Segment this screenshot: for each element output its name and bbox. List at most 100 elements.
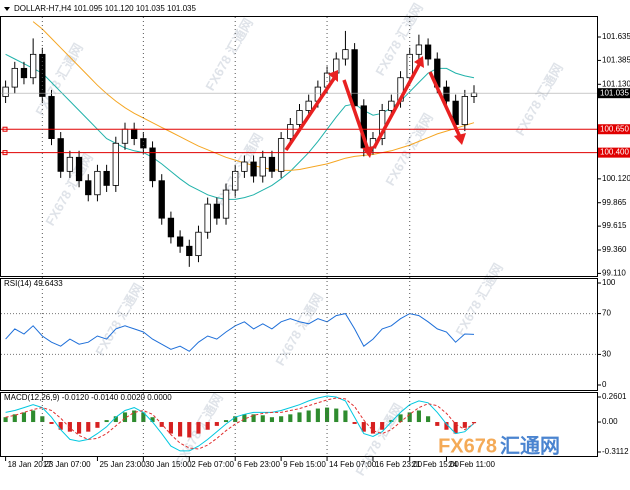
histogram-bar xyxy=(40,416,45,423)
y-tick-label: 30 xyxy=(602,350,611,359)
candle-body xyxy=(443,86,450,102)
histogram-bar xyxy=(242,414,247,423)
candle-body xyxy=(186,245,193,257)
histogram-bar xyxy=(334,408,339,423)
arrow-head xyxy=(328,70,338,82)
histogram-bar xyxy=(288,414,293,423)
candle-body xyxy=(241,161,248,172)
histogram-bar xyxy=(21,412,27,423)
histogram-bar xyxy=(58,422,63,430)
y-tick-label: 0.00 xyxy=(602,417,618,426)
y-tick-label: 0.2601 xyxy=(602,392,627,401)
histogram-bar xyxy=(315,408,320,423)
indicator-line xyxy=(5,313,475,352)
histogram-bar xyxy=(370,422,376,434)
histogram-bar xyxy=(416,410,421,423)
level-label: 100.400 xyxy=(600,148,629,157)
candle-body xyxy=(195,231,202,257)
y-tick-label: 99.615 xyxy=(602,221,627,230)
histogram-bar xyxy=(462,422,467,428)
candle-body xyxy=(277,138,285,172)
histogram-bar xyxy=(12,414,17,423)
candle-body xyxy=(250,161,257,177)
logo-text: 汇通网 xyxy=(500,434,560,457)
x-tick-label: 18 Jan 2017 xyxy=(8,460,53,469)
candle-body xyxy=(2,86,9,97)
level-marker xyxy=(2,150,8,156)
histogram-bar xyxy=(95,422,100,428)
arrow-head xyxy=(454,133,466,145)
candle-body xyxy=(75,156,83,182)
main-frame xyxy=(0,16,598,277)
candle-body xyxy=(351,49,358,107)
y-tick-label: 0 xyxy=(602,380,607,389)
level-label-box xyxy=(598,124,630,135)
histogram-bar xyxy=(77,422,82,434)
histogram-bar xyxy=(361,422,366,432)
histogram-bar xyxy=(49,422,54,424)
candle-body xyxy=(296,110,303,125)
x-tick-label: 14 Feb 07:00 xyxy=(329,460,377,469)
x-tick-label: 24 Feb 11:00 xyxy=(448,460,495,469)
panel-title: DOLLAR-H7,H4 101.095 101.120 101.035 101… xyxy=(14,4,196,13)
histogram-bar xyxy=(122,412,128,423)
histogram-bar xyxy=(389,420,394,423)
last-price-label: 101.035 xyxy=(600,88,629,97)
candle-body xyxy=(57,138,64,172)
arrow xyxy=(284,76,337,151)
logo-text: FX678 xyxy=(438,435,497,457)
candle-body xyxy=(388,100,395,111)
histogram-bar xyxy=(269,417,275,423)
histogram-bar xyxy=(168,422,173,434)
y-tick-label: 99.360 xyxy=(602,245,627,254)
histogram-bar xyxy=(113,416,118,423)
candle-body xyxy=(232,170,239,191)
candle-body xyxy=(11,67,18,88)
candle-body xyxy=(85,180,92,196)
arrow xyxy=(428,71,462,138)
candle-body xyxy=(66,156,74,172)
annotation-arrows xyxy=(284,56,466,158)
histogram-bar xyxy=(233,416,238,423)
candle-body xyxy=(112,142,119,186)
candle-body xyxy=(29,53,37,79)
candle-body xyxy=(167,217,175,238)
y-tick-label: 99.865 xyxy=(602,198,627,207)
x-tick-label: 23 Jan 07:00 xyxy=(44,460,91,469)
histogram-bar xyxy=(352,422,357,424)
histogram-bar xyxy=(214,422,219,426)
candle-body xyxy=(213,203,220,219)
candle-body xyxy=(20,67,28,79)
candle-body xyxy=(268,156,276,172)
histogram-bar xyxy=(426,416,431,423)
histogram-bar xyxy=(205,422,210,430)
candle-body xyxy=(158,180,165,219)
candle-body xyxy=(305,100,312,111)
y-tick-label: 101.635 xyxy=(602,32,630,41)
y-tick-label: 100.120 xyxy=(602,174,630,183)
x-tick-label: 21 Feb 15:00 xyxy=(412,460,460,469)
y-tick-label: -0.3112 xyxy=(602,447,629,456)
histogram-bar xyxy=(260,415,265,423)
candle-body xyxy=(131,128,138,139)
rsi-frame xyxy=(0,278,598,391)
histogram-bar xyxy=(223,420,229,423)
candle-body xyxy=(176,236,184,247)
arrow-head xyxy=(362,146,374,158)
y-tick-label: 100 xyxy=(602,278,616,287)
histogram-bar xyxy=(3,417,8,423)
candle-body xyxy=(424,44,432,60)
histogram-bar xyxy=(67,422,72,432)
arrow xyxy=(372,62,422,149)
arrow xyxy=(342,79,370,151)
candle-body xyxy=(259,156,266,177)
x-tick-label: 2 Feb 07:00 xyxy=(191,460,234,469)
histogram-bar xyxy=(132,410,137,423)
histogram-bar xyxy=(398,414,403,423)
y-tick-label: 70 xyxy=(602,309,611,318)
histogram-bar xyxy=(279,416,284,423)
candle-body xyxy=(287,124,294,139)
indicator-line xyxy=(5,397,475,450)
